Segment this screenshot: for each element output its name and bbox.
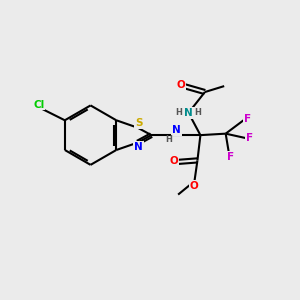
Text: H: H <box>176 108 182 117</box>
Text: N: N <box>184 108 193 118</box>
Text: O: O <box>169 156 178 166</box>
Text: N: N <box>134 142 143 152</box>
Text: O: O <box>177 80 185 90</box>
Text: F: F <box>246 133 253 143</box>
Text: S: S <box>135 118 142 128</box>
Text: H: H <box>195 108 202 117</box>
Text: F: F <box>244 114 250 124</box>
Text: N: N <box>172 125 181 135</box>
Text: F: F <box>226 152 234 162</box>
Text: H: H <box>165 135 172 144</box>
Text: Cl: Cl <box>33 100 44 110</box>
Text: O: O <box>190 181 198 191</box>
